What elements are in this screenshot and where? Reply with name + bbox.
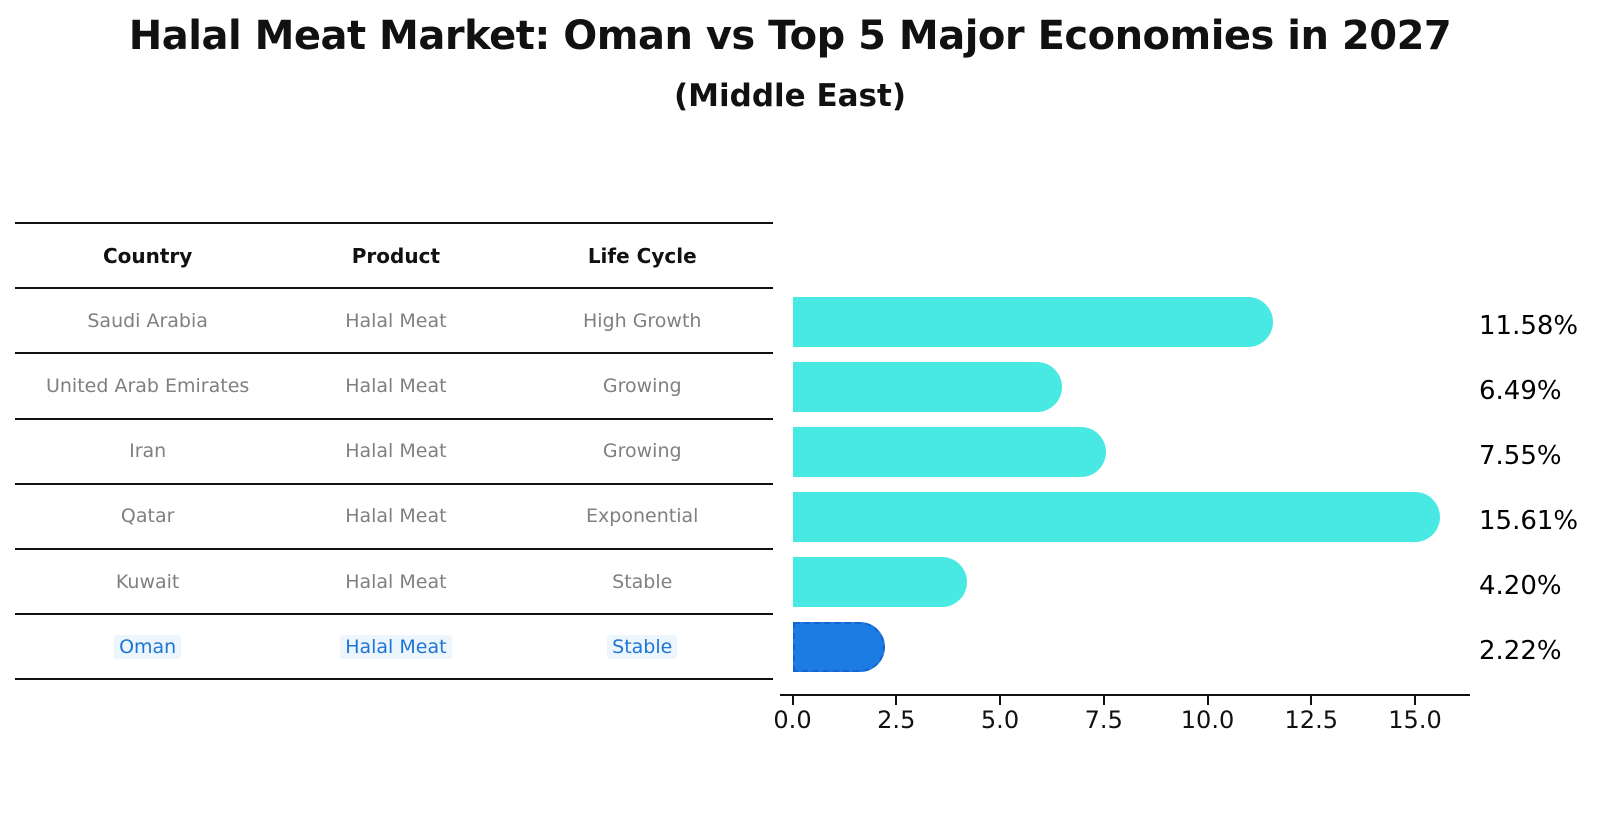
table-row: Iran Halal Meat Growing [15, 420, 773, 485]
cell-product-text: Halal Meat [345, 440, 447, 463]
bar-saudi-arabia [792, 297, 1274, 347]
page-subtitle: (Middle East) [673, 78, 907, 114]
cell-life-cycle-text: Growing [602, 440, 682, 463]
value-label-kuwait: 4.20% [1479, 571, 1562, 601]
cell-product-text: Halal Meat [345, 374, 447, 397]
bar-oman [792, 622, 885, 672]
x-axis-tick-label: 2.5 [877, 706, 916, 734]
cell-life-cycle: High Growth [511, 310, 773, 332]
cell-country: Oman [15, 634, 280, 659]
table-row: Kuwait Halal Meat Stable [15, 550, 773, 616]
table-row: Oman Halal Meat Stable [15, 615, 773, 681]
x-axis-tick [1206, 696, 1209, 705]
column-header-country-text: Country [102, 243, 193, 268]
bar-united-arab-emirates [792, 362, 1062, 412]
column-header-product-text: Product [351, 243, 440, 268]
cell-country-text: United Arab Emirates [45, 374, 250, 397]
column-header-life-cycle: Life Cycle [511, 244, 773, 268]
cell-life-cycle: Exponential [511, 505, 773, 527]
cell-life-cycle: Growing [511, 440, 773, 462]
x-axis-tick [791, 696, 794, 705]
cell-life-cycle-text: Growing [602, 374, 682, 397]
table-row: Qatar Halal Meat Exponential [15, 485, 773, 550]
cell-life-cycle-text: Stable [607, 634, 678, 659]
cell-life-cycle: Growing [511, 375, 773, 397]
cell-life-cycle-text: Exponential [586, 505, 699, 528]
x-axis-tick [1310, 696, 1313, 705]
cell-product: Halal Meat [280, 634, 511, 659]
cell-life-cycle-text: Stable [612, 570, 673, 593]
cell-product: Halal Meat [280, 310, 511, 332]
x-axis-tick-label: 15.0 [1388, 706, 1442, 734]
x-axis-line [780, 694, 1470, 697]
x-axis-tick [1102, 696, 1105, 705]
table-row: Saudi Arabia Halal Meat High Growth [15, 289, 773, 355]
cell-life-cycle: Stable [511, 571, 773, 593]
cell-product: Halal Meat [280, 505, 511, 527]
column-header-product: Product [280, 244, 511, 268]
table-row: United Arab Emirates Halal Meat Growing [15, 354, 773, 420]
cell-country: Iran [15, 440, 280, 462]
cell-product: Halal Meat [280, 571, 511, 593]
cell-country-text: Iran [129, 440, 167, 463]
x-axis-tick-label: 7.5 [1084, 706, 1123, 734]
cell-country: United Arab Emirates [15, 375, 280, 397]
value-label-united-arab-emirates: 6.49% [1479, 376, 1562, 406]
cell-country-text: Oman [114, 634, 182, 659]
value-label-saudi-arabia: 11.58% [1479, 311, 1579, 341]
cell-country-text: Qatar [120, 505, 175, 528]
page-title: Halal Meat Market: Oman vs Top 5 Major E… [128, 13, 1452, 59]
x-axis-tick [895, 696, 898, 705]
bar-kuwait [792, 557, 967, 607]
cell-country: Qatar [15, 505, 280, 527]
x-axis-tick-label: 0.0 [773, 706, 812, 734]
country-info-table: Country Product Life Cycle Saudi Arabia Hala… [15, 222, 773, 681]
cell-product: Halal Meat [280, 440, 511, 462]
cell-country: Saudi Arabia [15, 310, 280, 332]
cell-life-cycle-text: High Growth [582, 309, 702, 332]
bar-qatar [792, 492, 1441, 542]
cell-country: Kuwait [15, 571, 280, 593]
x-axis-tick [1414, 696, 1416, 705]
value-label-oman: 2.22% [1479, 636, 1562, 666]
cell-country-text: Saudi Arabia [87, 309, 208, 332]
cell-life-cycle: Stable [511, 634, 773, 659]
x-axis-tick [999, 696, 1001, 705]
x-axis-tick-label: 10.0 [1180, 706, 1235, 734]
value-label-iran: 7.55% [1479, 441, 1562, 471]
column-header-life-cycle-text: Life Cycle [587, 243, 697, 268]
cell-product-text: Halal Meat [345, 570, 447, 593]
value-label-qatar: 15.61% [1479, 506, 1579, 536]
cell-product-text: Halal Meat [340, 634, 452, 659]
cell-product-text: Halal Meat [345, 309, 447, 332]
bar-iran [792, 427, 1106, 477]
x-axis-tick-label: 5.0 [980, 706, 1020, 734]
cell-country-text: Kuwait [115, 570, 180, 593]
cell-product: Halal Meat [280, 375, 511, 397]
x-axis-tick-label: 12.5 [1284, 706, 1338, 734]
column-header-country: Country [15, 244, 280, 268]
table-header-row: Country Product Life Cycle [15, 224, 773, 290]
cell-product-text: Halal Meat [345, 505, 447, 528]
